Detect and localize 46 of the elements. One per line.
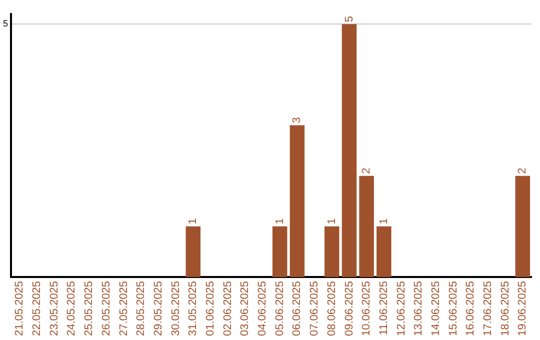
data-label: 1 bbox=[326, 218, 338, 224]
data-label: 5 bbox=[343, 16, 356, 22]
x-tick-label: 24.05.2025 bbox=[66, 280, 78, 336]
x-tick-label: 03.06.2025 bbox=[239, 280, 252, 336]
x-tick-label: 04.06.2025 bbox=[256, 280, 269, 336]
x-tick-label: 14.06.2025 bbox=[430, 280, 442, 336]
x-tick-label: 27.05.2025 bbox=[118, 280, 130, 336]
x-tick-label: 23.05.2025 bbox=[48, 280, 60, 336]
x-tick-label: 08.06.2025 bbox=[326, 280, 338, 336]
data-label: 2 bbox=[516, 168, 529, 174]
x-tick-label: 13.06.2025 bbox=[412, 280, 425, 336]
bar bbox=[376, 226, 392, 277]
bar bbox=[359, 176, 374, 277]
x-tick-label: 30.05.2025 bbox=[170, 280, 182, 336]
data-label: 1 bbox=[378, 218, 390, 224]
x-tick-label: 21.05.2025 bbox=[14, 280, 26, 336]
x-tick-label: 05.06.2025 bbox=[274, 280, 286, 336]
data-label: 1 bbox=[187, 218, 200, 224]
x-tick-label: 22.05.2025 bbox=[31, 280, 44, 336]
bar bbox=[290, 125, 305, 277]
x-tick-label: 07.06.2025 bbox=[308, 280, 321, 336]
x-tick-label: 02.06.2025 bbox=[222, 280, 234, 336]
x-tick-label: 25.05.2025 bbox=[83, 280, 96, 336]
bar bbox=[515, 176, 530, 277]
bar bbox=[342, 24, 357, 277]
data-label: 3 bbox=[291, 117, 304, 124]
x-tick-label: 17.06.2025 bbox=[482, 280, 494, 336]
x-tick-label: 18.06.2025 bbox=[499, 280, 512, 336]
x-tick-label: 12.06.2025 bbox=[395, 280, 408, 336]
x-tick-label: 09.06.2025 bbox=[343, 280, 356, 336]
x-tick-label: 26.05.2025 bbox=[100, 280, 112, 336]
bar bbox=[324, 226, 340, 277]
x-tick-label: 01.06.2025 bbox=[204, 280, 216, 336]
x-tick-label: 16.06.2025 bbox=[464, 280, 477, 336]
x-tick-label: 31.05.2025 bbox=[187, 280, 200, 336]
x-tick-label: 11.06.2025 bbox=[378, 280, 390, 336]
data-label: 1 bbox=[274, 218, 286, 224]
x-tick-label: 15.06.2025 bbox=[447, 280, 460, 336]
data-label: 2 bbox=[360, 168, 373, 174]
x-tick-label: 06.06.2025 bbox=[291, 280, 304, 336]
bar bbox=[186, 226, 200, 277]
x-tick-label: 28.05.2025 bbox=[135, 280, 148, 336]
x-tick-label: 10.06.2025 bbox=[360, 280, 373, 336]
x-tick-label: 29.05.2025 bbox=[152, 280, 164, 336]
bar bbox=[272, 226, 288, 277]
x-tick-label: 19.06.2025 bbox=[516, 280, 529, 336]
